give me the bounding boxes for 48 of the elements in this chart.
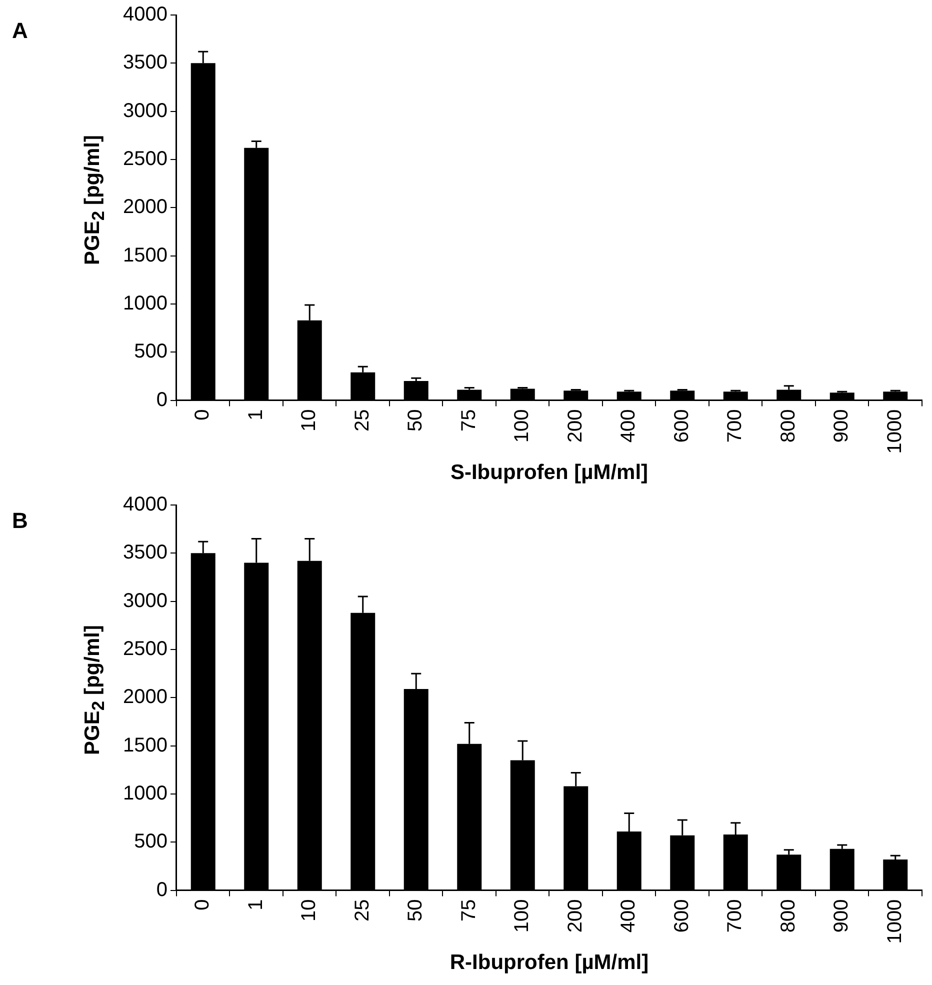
x-tick-label: 800 bbox=[777, 899, 800, 933]
text: B bbox=[12, 508, 28, 534]
y-tick-label: 500 bbox=[134, 340, 168, 363]
y-tick-label: 3000 bbox=[122, 100, 168, 122]
y-tick-label: 2000 bbox=[122, 686, 168, 708]
x-tick-label: 900 bbox=[830, 409, 853, 443]
x-tick-label: 1000 bbox=[884, 899, 906, 944]
x-axis-title: S-Ibuprofen [µM/ml] bbox=[450, 461, 648, 484]
x-tick-label: 400 bbox=[618, 899, 640, 933]
y-tick-label: 3000 bbox=[122, 590, 168, 612]
y-tick-label: 2500 bbox=[122, 148, 168, 170]
x-tick-label: 900 bbox=[830, 899, 853, 933]
x-tick-label: 1 bbox=[244, 899, 267, 910]
x-tick-label: 200 bbox=[564, 409, 586, 443]
y-tick-label: 3500 bbox=[122, 52, 168, 74]
x-tick-label: 700 bbox=[724, 409, 746, 443]
y-tick-label: 3500 bbox=[122, 542, 168, 564]
y-tick-label: 500 bbox=[134, 830, 168, 853]
x-tick-label: 100 bbox=[511, 409, 534, 443]
x-tick-label: 1 bbox=[244, 409, 267, 420]
y-tick-label: 1500 bbox=[122, 734, 168, 756]
x-tick-label: 600 bbox=[670, 899, 693, 933]
x-tick-label: 25 bbox=[351, 409, 374, 432]
x-axis-title: R-Ibuprofen [µM/ml] bbox=[450, 951, 649, 974]
x-tick-label: 10 bbox=[298, 899, 320, 922]
y-tick-label: 1500 bbox=[122, 244, 168, 266]
x-tick-label: 75 bbox=[458, 409, 480, 432]
x-tick-label: 200 bbox=[564, 899, 586, 933]
y-tick-label: 1000 bbox=[122, 292, 168, 314]
y-tick-label: 4000 bbox=[122, 494, 168, 516]
x-tick-label: 1000 bbox=[884, 409, 906, 454]
y-tick-label: 1000 bbox=[122, 782, 168, 804]
x-tick-label: 10 bbox=[298, 409, 320, 432]
x-tick-label: 50 bbox=[404, 409, 427, 432]
x-tick-label: 0 bbox=[192, 899, 214, 910]
x-tick-label: 100 bbox=[511, 899, 534, 933]
x-tick-label: 75 bbox=[458, 899, 480, 922]
y-tick-label: 2000 bbox=[122, 196, 168, 218]
x-tick-label: 800 bbox=[777, 409, 800, 443]
x-tick-label: 400 bbox=[618, 409, 640, 443]
x-tick-label: 0 bbox=[192, 409, 214, 420]
x-tick-label: 700 bbox=[724, 899, 746, 933]
x-tick-label: 600 bbox=[670, 409, 693, 443]
y-tick-label: 4000 bbox=[122, 4, 168, 26]
x-tick-label: 50 bbox=[404, 899, 427, 922]
y-tick-label: 2500 bbox=[122, 638, 168, 660]
x-tick-label: 25 bbox=[351, 899, 374, 922]
text: A bbox=[12, 18, 28, 44]
